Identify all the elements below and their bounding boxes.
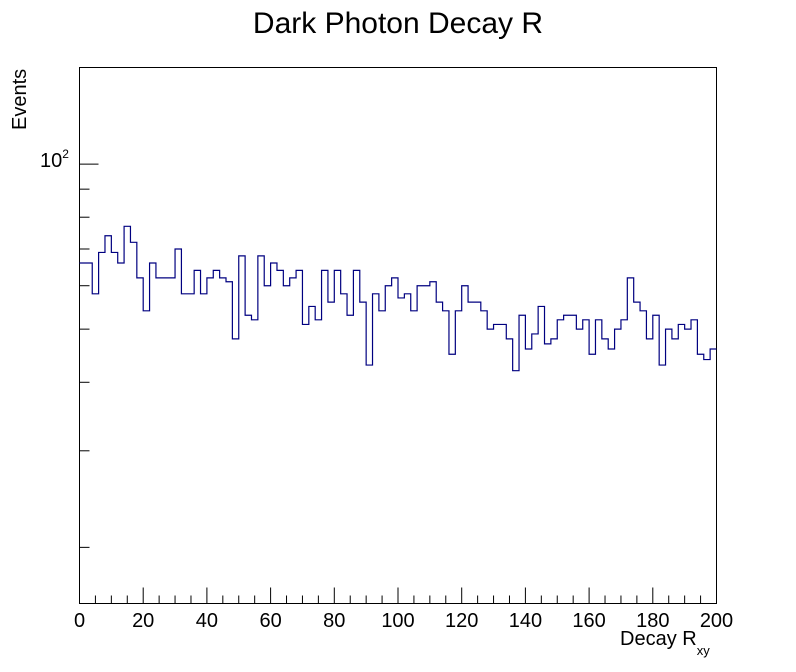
x-axis-title: Decay Rxy bbox=[620, 628, 710, 658]
x-tick-labels: 0 20 40 60 80 100 120 140 160 180 200 bbox=[74, 610, 733, 632]
x-tick-label: 120 bbox=[445, 610, 478, 632]
chart-title: Dark Photon Decay R bbox=[253, 7, 543, 40]
x-tick-label: 140 bbox=[509, 610, 542, 632]
x-tick-label: 100 bbox=[381, 610, 414, 632]
x-tick-label: 160 bbox=[572, 610, 605, 632]
x-tick-label: 80 bbox=[323, 610, 345, 632]
x-tick-label: 180 bbox=[636, 610, 669, 632]
x-tick-label: 20 bbox=[132, 610, 154, 632]
y-tick-label-100: 102 bbox=[40, 147, 69, 172]
x-tick-label: 0 bbox=[74, 610, 85, 632]
histogram-line bbox=[79, 225, 717, 372]
y-tick-exponent: 2 bbox=[62, 147, 69, 161]
x-axis-title-main: Decay R bbox=[620, 628, 697, 650]
x-axis-title-sub: xy bbox=[697, 643, 711, 658]
y-tick-base: 10 bbox=[40, 150, 62, 172]
plot-frame bbox=[79, 67, 717, 604]
x-tick-label: 40 bbox=[196, 610, 218, 632]
x-tick-label: 60 bbox=[259, 610, 281, 632]
axis-ticks bbox=[79, 163, 717, 604]
x-tick-label: 200 bbox=[700, 610, 733, 632]
y-axis-title: Events bbox=[9, 69, 31, 130]
